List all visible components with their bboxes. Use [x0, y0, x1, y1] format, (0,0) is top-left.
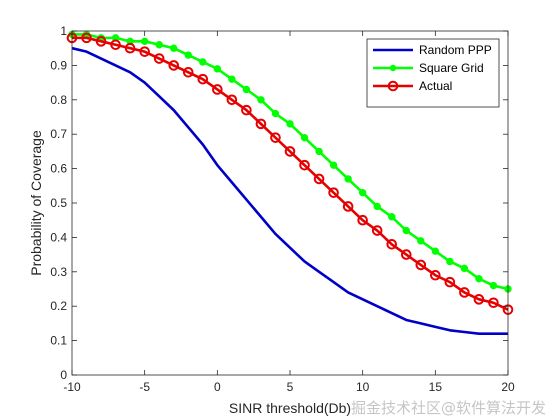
legend-marker — [387, 80, 399, 92]
data-point — [286, 120, 294, 128]
data-point — [388, 213, 396, 221]
data-point — [431, 247, 440, 255]
y-tick-label: 0.6 — [50, 162, 67, 176]
data-point — [459, 287, 470, 298]
legend: Random PPP Square Grid Actual — [366, 38, 500, 108]
data-point — [358, 188, 367, 197]
data-point — [415, 259, 427, 271]
data-point — [81, 32, 92, 44]
data-point — [95, 36, 107, 47]
data-point — [475, 274, 483, 283]
data-point — [242, 85, 251, 94]
x-tick-label: -5 — [139, 380, 150, 394]
y-tick-label: 1 — [60, 24, 67, 38]
data-point — [197, 73, 209, 85]
data-point — [328, 187, 339, 198]
series-layer — [66, 30, 514, 336]
axes — [71, 30, 509, 376]
data-point — [342, 201, 354, 212]
y-tick-label: 0 — [60, 368, 67, 382]
data-point — [402, 226, 410, 235]
legend-label: Random PPP — [419, 43, 492, 57]
y-tick-label: 0.2 — [50, 299, 67, 313]
data-point — [271, 109, 280, 118]
series-actual — [66, 32, 514, 315]
data-point — [228, 75, 236, 83]
series-line-random-ppp — [71, 46, 508, 336]
data-point — [430, 269, 441, 281]
data-point — [140, 37, 149, 46]
legend-label: Square Grid — [419, 61, 484, 75]
data-point — [400, 249, 412, 260]
data-point — [489, 281, 498, 290]
x-tick-label: -10 — [63, 380, 81, 394]
data-point — [460, 264, 469, 273]
data-point — [488, 297, 499, 309]
data-point — [329, 161, 338, 169]
y-tick-label: 0.1 — [50, 334, 67, 348]
data-point — [153, 53, 165, 64]
series-line-actual — [72, 36, 509, 311]
data-point — [170, 44, 178, 52]
data-point — [313, 173, 325, 185]
x-tick-label: 20 — [501, 380, 515, 394]
data-point — [257, 96, 265, 104]
legend-item: Square Grid — [373, 61, 484, 75]
data-point — [371, 225, 383, 236]
legend-item: Random PPP — [373, 43, 492, 57]
data-point — [270, 132, 281, 143]
legend-item: Actual — [373, 79, 452, 93]
data-point — [299, 159, 310, 171]
data-point — [139, 46, 150, 57]
data-point — [417, 237, 425, 245]
data-point — [199, 58, 207, 66]
data-point — [444, 276, 456, 288]
y-tick-label: 0.7 — [50, 127, 67, 141]
tick-labels: -10 -5 0 5 10 15 20 0 0.1 0.2 0.3 0.4 0.5 0.6 0.7 0.8 0.… — [50, 24, 515, 394]
x-tick-label: 5 — [287, 380, 294, 394]
x-axis-label: SINR threshold(Db) — [229, 400, 351, 416]
y-tick-label: 0.8 — [50, 93, 67, 107]
data-point — [182, 66, 194, 78]
data-point — [212, 84, 223, 95]
data-point — [473, 294, 485, 305]
data-point — [213, 65, 222, 73]
data-point — [300, 133, 309, 142]
x-tick-label: 0 — [214, 380, 221, 394]
data-point — [155, 41, 163, 49]
data-point — [124, 42, 136, 54]
data-point — [386, 238, 398, 250]
data-point — [110, 39, 121, 51]
data-point — [284, 146, 296, 157]
y-axis-label: Probability of Coverage — [28, 130, 44, 276]
data-point — [184, 51, 192, 59]
data-point — [357, 214, 368, 226]
x-tick-label: 10 — [356, 380, 370, 394]
watermark: 掘金技术社区@软件算法开发 — [350, 399, 546, 417]
y-tick-label: 0.3 — [50, 265, 67, 279]
data-point — [255, 118, 267, 130]
data-point — [344, 175, 352, 183]
data-point — [226, 94, 238, 106]
legend-label: Actual — [419, 79, 452, 93]
legend-marker — [389, 64, 397, 72]
data-point — [315, 147, 323, 156]
x-tick-label: 15 — [429, 380, 443, 394]
data-point — [373, 202, 381, 211]
data-point — [168, 60, 180, 71]
y-tick-label: 0.9 — [50, 58, 67, 72]
series-random-ppp — [71, 46, 508, 336]
y-tick-label: 0.5 — [50, 196, 67, 210]
y-tick-label: 0.4 — [50, 230, 67, 244]
data-point — [446, 257, 454, 266]
data-point — [241, 104, 252, 116]
